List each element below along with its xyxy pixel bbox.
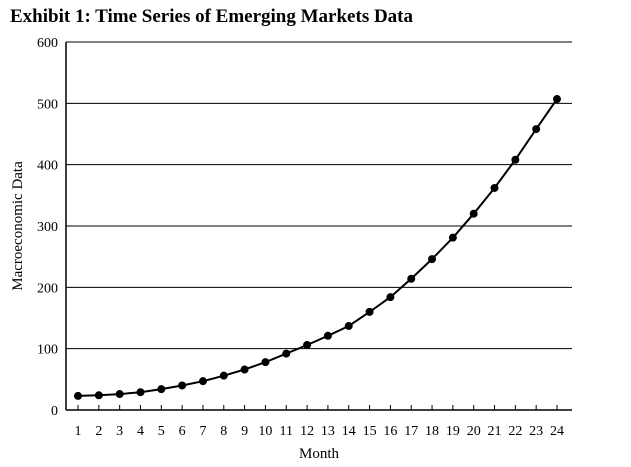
x-tick-label: 24: [550, 424, 564, 439]
x-axis-label: Month: [299, 446, 340, 462]
y-tick-label: 600: [37, 36, 58, 51]
y-tick-label: 0: [51, 404, 58, 419]
x-tick-label: 9: [241, 424, 248, 439]
y-axis-label: Macroeconomic Data: [10, 161, 26, 291]
x-tick-label: 16: [383, 424, 397, 439]
data-point: [115, 390, 124, 399]
x-tick-label: 23: [529, 424, 543, 439]
x-tick-label: 5: [158, 424, 165, 439]
x-tick-label: 14: [342, 424, 356, 439]
data-point: [344, 321, 353, 330]
x-tick-label: 4: [137, 424, 144, 439]
data-point: [469, 209, 478, 218]
x-tick-labels: 1 2 3 4 5 6 7 8 9 10 11 12 13 14 15 16 17 18 19 20 21 22 23 24: [75, 405, 564, 439]
data-point: [157, 385, 166, 394]
gridlines: [66, 41, 572, 350]
x-tick-label: 22: [508, 424, 522, 439]
x-tick-label: 20: [467, 424, 481, 439]
data-point: [511, 155, 520, 164]
x-tick-label: 13: [321, 424, 335, 439]
x-tick-label: 10: [258, 424, 272, 439]
x-tick-label: 21: [488, 424, 502, 439]
data-point: [365, 307, 374, 316]
chart-title: Exhibit 1: Time Series of Emerging Marke…: [10, 6, 414, 27]
data-point: [198, 377, 207, 386]
x-tick-label: 8: [220, 424, 227, 439]
axes: [65, 42, 572, 411]
data-point: [240, 365, 249, 374]
y-tick-label: 400: [37, 159, 58, 174]
x-tick-label: 6: [179, 424, 186, 439]
x-tick-label: 7: [199, 424, 206, 439]
y-tick-label: 300: [37, 220, 58, 235]
data-point: [323, 331, 332, 340]
data-point: [448, 233, 457, 242]
data-point: [178, 381, 187, 390]
data-point: [74, 391, 82, 400]
x-tick-label: 17: [404, 424, 418, 439]
data-point: [386, 293, 395, 302]
y-tick-label: 500: [37, 97, 58, 112]
data-point: [282, 349, 291, 358]
x-tick-label: 11: [280, 424, 293, 439]
x-tick-label: 19: [446, 424, 460, 439]
x-tick-label: 3: [116, 424, 123, 439]
data-point: [219, 371, 228, 380]
series-line: [77, 98, 558, 397]
data-point: [490, 183, 499, 192]
y-tick-labels: 0 100 200 300 400 500 600: [37, 36, 58, 419]
x-tick-label: 12: [300, 424, 314, 439]
x-tick-label: 15: [363, 424, 377, 439]
data-point: [261, 358, 270, 367]
data-points: [74, 95, 561, 400]
y-tick-label: 200: [37, 281, 58, 296]
y-tick-label: 100: [37, 343, 58, 358]
x-tick-label: 18: [425, 424, 439, 439]
x-tick-label: 2: [95, 424, 102, 439]
data-point: [136, 388, 145, 397]
data-point: [553, 95, 561, 104]
x-tick-label: 1: [75, 424, 82, 439]
data-point: [428, 255, 437, 264]
data-point: [407, 274, 416, 283]
data-point: [94, 391, 103, 400]
data-point: [532, 125, 541, 134]
data-point: [303, 340, 312, 349]
